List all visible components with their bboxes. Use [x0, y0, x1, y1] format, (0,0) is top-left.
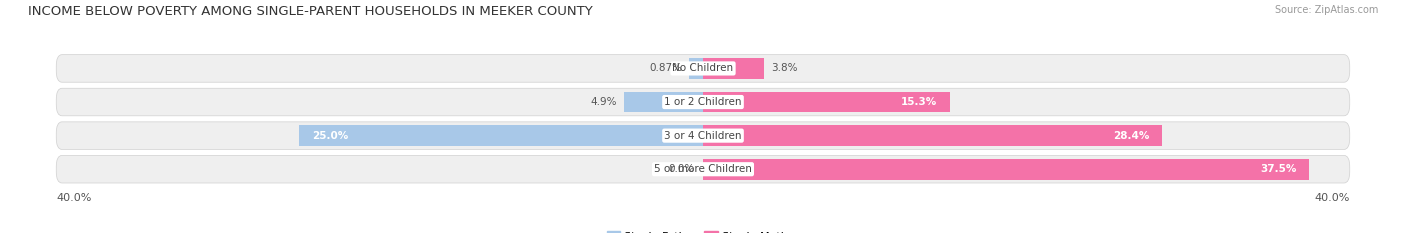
- Text: 4.9%: 4.9%: [591, 97, 617, 107]
- Legend: Single Father, Single Mother: Single Father, Single Mother: [602, 227, 804, 233]
- Text: No Children: No Children: [672, 63, 734, 73]
- Bar: [703, 58, 765, 79]
- FancyBboxPatch shape: [56, 55, 1350, 82]
- Text: 0.87%: 0.87%: [650, 63, 682, 73]
- Text: 0.0%: 0.0%: [669, 164, 695, 174]
- Bar: [299, 125, 703, 146]
- Text: 3.8%: 3.8%: [770, 63, 797, 73]
- Text: 28.4%: 28.4%: [1114, 131, 1149, 141]
- Bar: [703, 92, 950, 113]
- Text: 5 or more Children: 5 or more Children: [654, 164, 752, 174]
- Text: 3 or 4 Children: 3 or 4 Children: [664, 131, 742, 141]
- Text: 37.5%: 37.5%: [1260, 164, 1296, 174]
- FancyBboxPatch shape: [56, 88, 1350, 116]
- Text: 15.3%: 15.3%: [901, 97, 938, 107]
- FancyBboxPatch shape: [56, 155, 1350, 183]
- Bar: [624, 92, 703, 113]
- Bar: [689, 58, 703, 79]
- Text: 40.0%: 40.0%: [1315, 193, 1350, 203]
- FancyBboxPatch shape: [56, 122, 1350, 149]
- Text: Source: ZipAtlas.com: Source: ZipAtlas.com: [1274, 5, 1378, 15]
- Bar: [703, 159, 1309, 180]
- Text: 25.0%: 25.0%: [312, 131, 347, 141]
- Text: 40.0%: 40.0%: [56, 193, 91, 203]
- Bar: [703, 125, 1163, 146]
- Text: 1 or 2 Children: 1 or 2 Children: [664, 97, 742, 107]
- Text: INCOME BELOW POVERTY AMONG SINGLE-PARENT HOUSEHOLDS IN MEEKER COUNTY: INCOME BELOW POVERTY AMONG SINGLE-PARENT…: [28, 5, 593, 18]
